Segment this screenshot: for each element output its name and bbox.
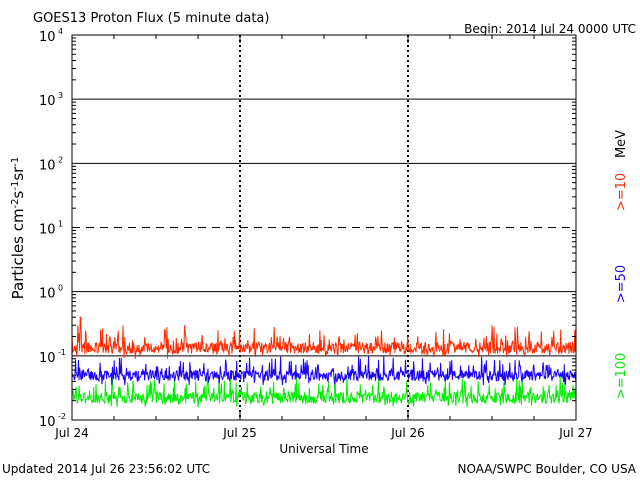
series-line-3 <box>71 375 577 408</box>
y-tick-label: 10 2 <box>39 155 63 173</box>
y-tick-exp: -1 <box>58 348 66 357</box>
y-tick-label: 10 -1 <box>39 348 66 366</box>
plot-frame <box>71 34 577 421</box>
y-tick-base: 10 <box>39 30 56 45</box>
y-tick-label: 10 -2 <box>39 412 66 430</box>
series-line-1 <box>71 316 577 359</box>
updated-timestamp: Updated 2014 Jul 26 23:56:02 UTC <box>2 462 210 476</box>
y-axis-label-s: s <box>9 190 27 198</box>
legend-series-1: >=10 <box>614 173 629 211</box>
x-tick-labels: Jul 24 Jul 25 Jul 26 Jul 27 <box>54 426 593 440</box>
y-tick-exp: -2 <box>58 412 66 421</box>
credit-label: NOAA/SWPC Boulder, CO USA <box>458 462 637 476</box>
x-tick-label: Jul 27 <box>558 426 593 440</box>
x-tick-label: Jul 25 <box>222 426 257 440</box>
x-axis-label: Universal Time <box>279 442 368 456</box>
y-tick-label: 10 3 <box>39 91 63 109</box>
x-tick-label: Jul 26 <box>390 426 425 440</box>
y-tick-base: 10 <box>39 287 56 302</box>
y-tick-exp: 1 <box>58 220 63 229</box>
x-tick-label: Jul 24 <box>54 426 89 440</box>
y-tick-base: 10 <box>39 94 56 109</box>
legend: MeV >=10 >=50 >=100 <box>614 130 629 399</box>
legend-series-2: >=50 <box>614 265 629 303</box>
y-tick-exp: 0 <box>58 284 63 293</box>
series-line-2 <box>71 355 577 386</box>
y-tick-exp: 2 <box>58 155 63 164</box>
y-axis-label-main: Particles cm <box>9 208 27 299</box>
y-axis-label-exp-3: -1 <box>10 157 21 167</box>
y-tick-base: 10 <box>39 415 56 430</box>
begin-label: Begin: 2014 Jul 24 0000 UTC <box>464 22 636 36</box>
y-tick-base: 10 <box>39 351 56 366</box>
y-axis-label-exp-2: -1 <box>10 181 21 191</box>
y-tick-base: 10 <box>39 223 56 238</box>
y-axis-label-sr: sr <box>9 166 27 181</box>
legend-series-3: >=100 <box>614 353 629 400</box>
series-layer <box>71 316 577 408</box>
y-tick-exp: 4 <box>58 27 63 36</box>
legend-unit: MeV <box>614 130 629 158</box>
y-tick-label: 10 4 <box>39 27 63 45</box>
chart-title: GOES13 Proton Flux (5 minute data) <box>33 11 269 26</box>
y-tick-label: 10 0 <box>39 284 63 302</box>
decade-grid <box>72 98 576 357</box>
y-axis-label-exp-1: -2 <box>10 198 21 208</box>
y-axis-label: Particles cm-2s-1sr-1 <box>9 157 27 300</box>
y-tick-label: 10 1 <box>39 220 63 238</box>
y-tick-exp: 3 <box>58 91 63 100</box>
y-tick-base: 10 <box>39 158 56 173</box>
